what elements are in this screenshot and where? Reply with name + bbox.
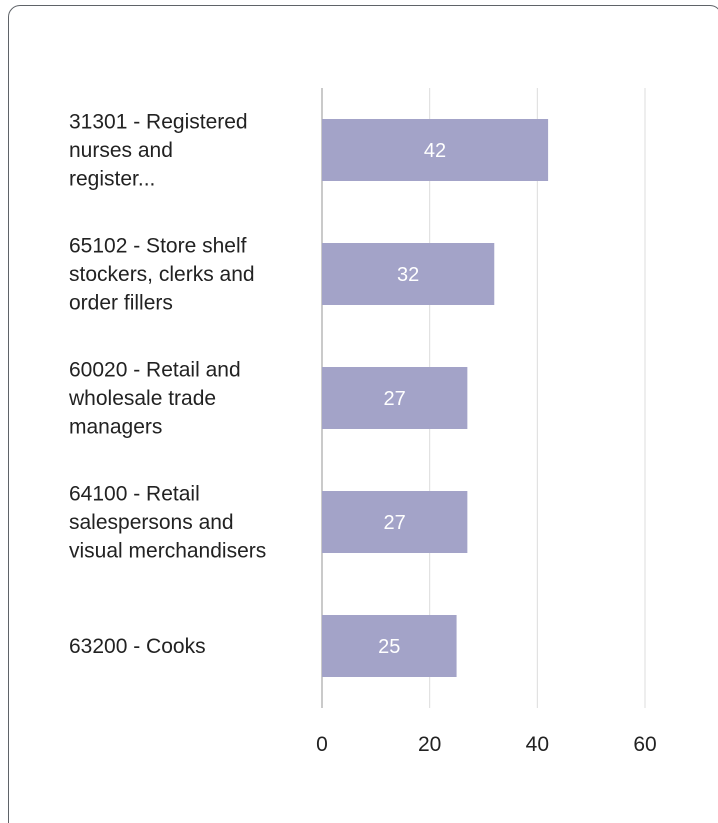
category-label-line: 65102 - Store shelf [69,235,247,258]
category-label-line: order fillers [69,292,173,315]
category-label-line: register... [69,168,155,191]
category-label: 64100 - Retail salespersons and visual mer… [69,483,266,563]
bar-value-label: 27 [384,512,406,534]
category-label-line: 31301 - Registered [69,111,248,134]
category-label-line: 60020 - Retail and [69,359,241,382]
x-tick-label: 40 [526,733,549,756]
category-labels: 31301 - Registered nurses and register... 6… [68,111,266,659]
category-label-line: 63200 - Cooks [69,635,206,658]
category-label-line: stockers, clerks and [69,263,255,286]
bar [322,367,468,429]
category-label-line: visual merchandisers [69,540,266,563]
x-tick-label: 20 [418,733,441,756]
category-label-line: wholesale trade [68,387,216,410]
category-label-line: salespersons and [69,511,234,534]
category-label: 63200 - Cooks [69,635,206,658]
bar [322,615,457,677]
category-label-line: 64100 - Retail [69,483,200,506]
bar [322,119,549,181]
bar-value-label: 32 [397,264,419,286]
category-label-line: nurses and [69,139,173,162]
x-axis-ticks: 0 20 40 60 [316,733,657,756]
category-label: 65102 - Store shelf stockers, clerks and o… [69,235,255,315]
category-label: 60020 - Retail and wholesale trade manager… [68,359,241,439]
bar-value-label: 42 [424,140,446,162]
bar-value-label: 27 [384,388,406,410]
bar [322,243,495,305]
x-tick-label: 0 [316,733,328,756]
x-tick-label: 60 [633,733,656,756]
category-label-line: managers [69,416,162,439]
bar [322,491,468,553]
bar-value-label: 25 [378,636,400,658]
category-label: 31301 - Registered nurses and register... [69,111,248,191]
bars: 42 32 27 27 25 [322,119,549,677]
